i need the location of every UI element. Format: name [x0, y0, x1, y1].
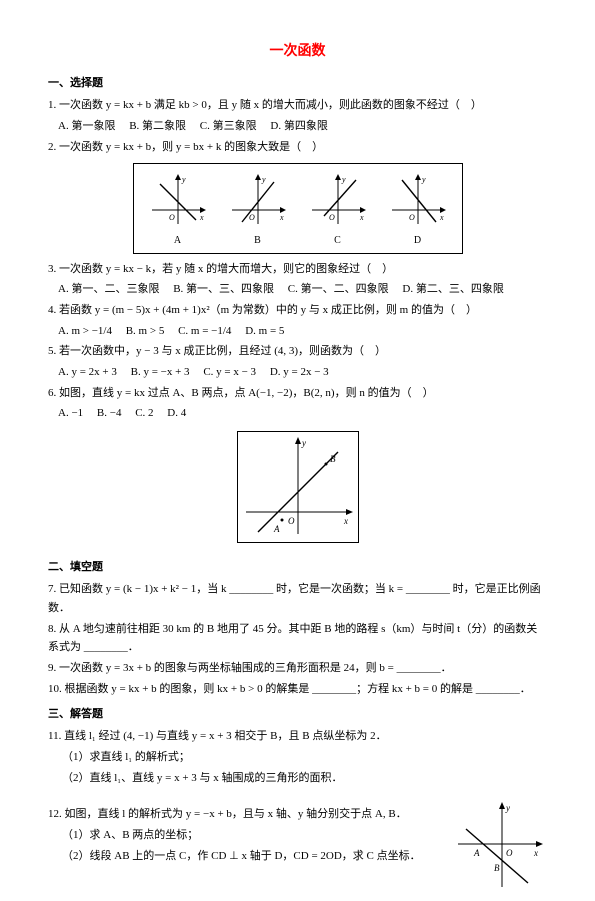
- q10: 10. 根据函数 y = kx + b 的图象，则 kx + b > 0 的解集…: [48, 680, 547, 699]
- q2-graph-b: y x O: [228, 172, 288, 228]
- q6-optA: A. −1: [58, 407, 83, 419]
- q1-optD: D. 第四象限: [270, 120, 327, 132]
- q1-stem: 1. 一次函数 y = kx + b 满足 kb > 0，且 y 随 x 的增大…: [48, 96, 547, 115]
- q2-label-b: B: [254, 232, 261, 249]
- svg-text:x: x: [199, 213, 204, 222]
- q6-olabel: O: [288, 516, 295, 526]
- q11-sub2: （2）直线 l₁、直线 y = x + 3 与 x 轴围成的三角形的面积．: [62, 769, 547, 788]
- q3-optD: D. 第二、三、四象限: [402, 283, 503, 295]
- q11-stem: 11. 直线 l₁ 经过 (4, −1) 与直线 y = x + 3 相交于 B…: [48, 727, 547, 746]
- q2-figure: y x O A y x O B: [133, 163, 463, 254]
- q2-label-a: A: [174, 232, 181, 249]
- q12-figure: y x O A B: [452, 799, 547, 894]
- q2-label-c: C: [334, 232, 341, 249]
- q9: 9. 一次函数 y = 3x + b 的图象与两坐标轴围成的三角形面积是 24，…: [48, 659, 547, 678]
- section1-head: 一、选择题: [48, 74, 547, 93]
- svg-text:y: y: [341, 175, 346, 184]
- q6-optC: C. 2: [135, 407, 153, 419]
- q5-optA: A. y = 2x + 3: [58, 366, 117, 378]
- q3-optA: A. 第一、二、三象限: [58, 283, 159, 295]
- svg-text:x: x: [359, 213, 364, 222]
- q12-olabel: O: [506, 848, 513, 858]
- q2-label-d: D: [414, 232, 421, 249]
- q2-stem: 2. 一次函数 y = kx + b，则 y = bx + k 的图象大致是（ …: [48, 138, 547, 157]
- q5-optB: B. y = −x + 3: [131, 366, 190, 378]
- q6-figure: y x O A B: [237, 431, 359, 543]
- svg-text:x: x: [439, 213, 444, 222]
- q2-graph-c: y x O: [308, 172, 368, 228]
- q6-optB: B. −4: [97, 407, 122, 419]
- q6-ylabel: y: [301, 438, 306, 448]
- svg-text:y: y: [421, 175, 426, 184]
- q3-stem: 3. 一次函数 y = kx − k，若 y 随 x 的增大而增大，则它的图象经…: [48, 260, 547, 279]
- q4-optC: C. m = −1/4: [178, 325, 231, 337]
- q6-alabel: A: [273, 524, 280, 534]
- q11-sub1: （1）求直线 l₁ 的解析式；: [62, 748, 547, 767]
- q6-xlabel: x: [343, 516, 348, 526]
- q4-stem: 4. 若函数 y = (m − 5)x + (4m + 1)x²（m 为常数）中…: [48, 301, 547, 320]
- q5-stem: 5. 若一次函数中，y − 3 与 x 成正比例，且经过 (4, 3)，则函数为…: [48, 342, 547, 361]
- svg-text:y: y: [261, 175, 266, 184]
- svg-text:x: x: [279, 213, 284, 222]
- q12-blabel: B: [494, 863, 500, 873]
- q12-ylabel: y: [505, 803, 510, 813]
- q3-optB: B. 第一、三、四象限: [173, 283, 274, 295]
- svg-text:O: O: [169, 213, 175, 222]
- q1-optB: B. 第二象限: [129, 120, 186, 132]
- svg-text:y: y: [181, 175, 186, 184]
- q4-optB: B. m > 5: [126, 325, 165, 337]
- q6-blabel: B: [330, 454, 336, 464]
- section3-head: 三、解答题: [48, 705, 547, 724]
- q12-alabel: A: [473, 848, 480, 858]
- q4-optD: D. m = 5: [245, 325, 284, 337]
- q2-graph-a: y x O: [148, 172, 208, 228]
- q6-optD: D. 4: [167, 407, 186, 419]
- svg-text:O: O: [329, 213, 335, 222]
- page-title: 一次函数: [48, 40, 547, 64]
- q2-graph-d: y x O: [388, 172, 448, 228]
- svg-text:O: O: [249, 213, 255, 222]
- q1-optC: C. 第三象限: [200, 120, 257, 132]
- q5-optD: D. y = 2x − 3: [270, 366, 329, 378]
- section2-head: 二、填空题: [48, 558, 547, 577]
- q4-optA: A. m > −1/4: [58, 325, 112, 337]
- q6-stem: 6. 如图，直线 y = kx 过点 A、B 两点，点 A(−1, −2)，B(…: [48, 384, 547, 403]
- svg-text:O: O: [409, 213, 415, 222]
- q8: 8. 从 A 地匀速前往相距 30 km 的 B 地用了 45 分。其中距 B …: [48, 620, 547, 657]
- q12-xlabel: x: [533, 848, 538, 858]
- q5-optC: C. y = x − 3: [203, 366, 256, 378]
- q3-optC: C. 第一、二、四象限: [288, 283, 389, 295]
- q1-optA: A. 第一象限: [58, 120, 115, 132]
- q7: 7. 已知函数 y = (k − 1)x + k² − 1，当 k ______…: [48, 580, 547, 617]
